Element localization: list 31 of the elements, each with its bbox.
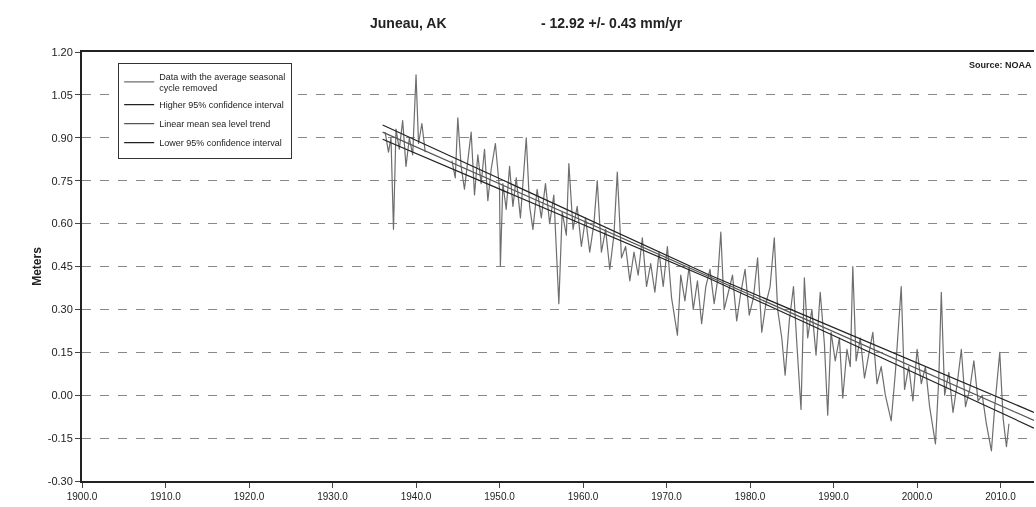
y-tick-label: 0.30 xyxy=(51,303,73,316)
y-tick-label: -0.30 xyxy=(47,474,73,487)
legend-label: Data with the average seasonal cycle removed xyxy=(159,71,286,94)
chart-title: Juneau, AK xyxy=(370,15,447,31)
chart-subtitle: - 12.92 +/- 0.43 mm/yr xyxy=(541,15,683,31)
y-tick-label: 0.75 xyxy=(51,174,73,187)
y-tick-label: 0.60 xyxy=(51,217,73,230)
x-tick-label: 1970.0 xyxy=(651,491,683,502)
x-tick-label: 1950.0 xyxy=(484,491,516,502)
y-tick-label: 0.45 xyxy=(51,260,73,273)
x-tick-label: 1900.0 xyxy=(66,491,98,502)
y-tick-label: -0.15 xyxy=(47,431,73,444)
y-tick-label: 1.20 xyxy=(51,45,73,58)
annotation: Source: NOAA xyxy=(969,60,1033,70)
x-tick-label: 1980.0 xyxy=(734,491,766,502)
x-tick-label: 2000.0 xyxy=(901,491,933,502)
y-tick-label: 0.00 xyxy=(51,389,73,402)
y-tick-label: 0.15 xyxy=(51,346,73,359)
x-tick-label: 1910.0 xyxy=(150,491,182,502)
legend-label: Linear mean sea level trend xyxy=(159,119,271,130)
x-tick-label: 2010.0 xyxy=(985,491,1017,502)
x-tick-label: 1920.0 xyxy=(233,491,265,502)
y-tick-label: 0.90 xyxy=(51,131,73,144)
legend-label: Lower 95% confidence interval xyxy=(159,138,282,149)
x-tick-label: 1940.0 xyxy=(400,491,432,502)
x-tick-label: 1990.0 xyxy=(818,491,850,502)
x-tick-label: 1930.0 xyxy=(317,491,349,502)
legend-label: Higher 95% confidence interval xyxy=(159,100,284,111)
y-axis-title: Meters xyxy=(29,246,44,286)
y-tick-label: 1.05 xyxy=(51,88,73,101)
x-tick-label: 1960.0 xyxy=(567,491,599,502)
